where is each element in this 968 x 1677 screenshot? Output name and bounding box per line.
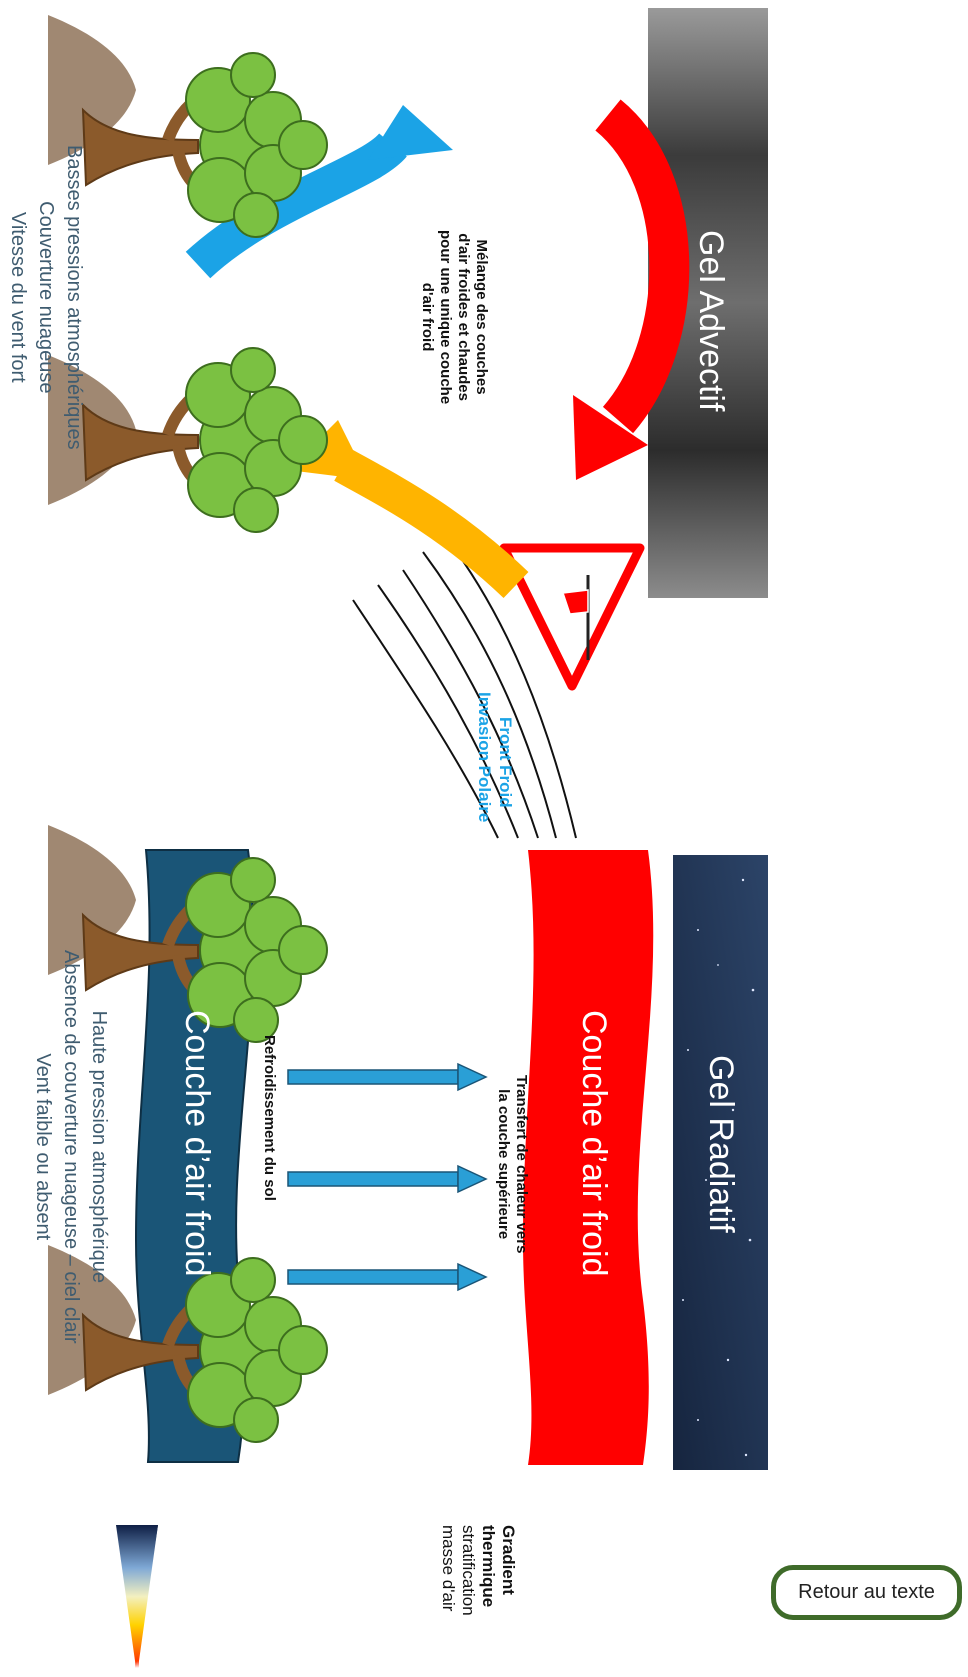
front-lines	[352, 539, 577, 839]
night-sky-banner	[673, 855, 768, 1470]
red-circulation-arrow	[573, 99, 690, 480]
thermal-gradient-label: Gradient thermique stratification masse …	[439, 1525, 518, 1616]
blue-cold-air-arrow	[185, 105, 453, 279]
yellow-warm-air-arrow	[288, 420, 529, 599]
cold-layer-label: Couche d’air froid	[178, 1010, 216, 1277]
thermal-gradient-wedge-top	[116, 1525, 158, 1668]
radiative-title: Gel Radiatif	[702, 1055, 740, 1233]
radiative-conditions: Haute pression atmosphérique Absence de …	[32, 950, 110, 1344]
storm-sky-banner	[648, 8, 768, 598]
cold-front-label: Front Froid Invasion Polaire	[475, 692, 515, 823]
vine-icon-2	[83, 348, 327, 532]
warm-air-layer	[523, 850, 654, 1465]
heat-transfer-arrows	[287, 1062, 488, 1292]
windsock-icon	[561, 575, 590, 660]
ground-cooling-note: Refroidissement du sol	[261, 1035, 278, 1201]
advective-title: Gel Advectif	[692, 230, 730, 412]
vine-icon-4	[83, 1258, 327, 1442]
return-to-text-button[interactable]: Retour au texte	[771, 1565, 962, 1620]
heat-transfer-note: Transfert de chaleur vers la couche supé…	[495, 1075, 530, 1254]
advective-conditions: Basses pressions atmosphériques Couvertu…	[7, 145, 85, 450]
stars	[682, 878, 755, 1457]
mixing-note: Mélange des couches d'air froides et cha…	[419, 230, 490, 405]
warm-layer-label: Couche d’air froid	[575, 1010, 613, 1277]
warning-triangle-icon	[499, 543, 645, 691]
